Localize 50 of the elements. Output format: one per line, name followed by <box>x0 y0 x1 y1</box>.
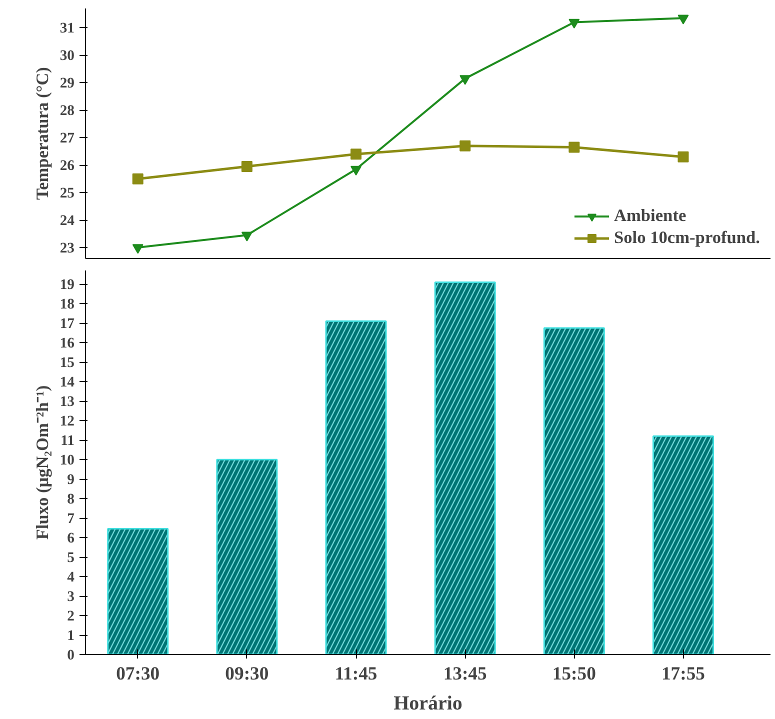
y-tick-label: 0 <box>67 648 74 664</box>
legend-label: Solo 10cm-profund. <box>614 228 760 248</box>
y-tick-label: 9 <box>67 472 74 488</box>
point <box>132 173 144 184</box>
y-tick-label: 12 <box>60 414 74 430</box>
y-axis-title: Fluxo (μgN₂Om⁻²h⁻¹) <box>32 385 52 540</box>
y-tick-label: 29 <box>60 76 74 92</box>
y-tick-label: 7 <box>67 511 74 528</box>
x-tick-label: 13:45 <box>443 664 487 684</box>
y-tick-label: 11 <box>60 433 75 450</box>
y-tick-label: 6 <box>67 530 74 547</box>
point <box>350 166 362 176</box>
y-tick-label: 10 <box>60 452 74 469</box>
y-tick-label: 23 <box>60 240 74 257</box>
x-tick-label: 15:50 <box>552 664 596 684</box>
y-tick-label: 8 <box>67 492 74 508</box>
x-tick-label: 11:45 <box>334 664 378 684</box>
x-tick-label: 07:30 <box>116 664 160 684</box>
point <box>460 140 471 152</box>
y-tick-label: 25 <box>60 186 74 202</box>
y-tick-label: 26 <box>60 158 74 174</box>
y-tick-label: 18 <box>60 296 74 313</box>
y-tick-label: 1 <box>67 628 74 644</box>
y-tick-label: 30 <box>60 48 74 64</box>
point <box>678 151 689 162</box>
x-tick-label: 17:55 <box>661 664 706 684</box>
y-tick-label: 3 <box>67 589 74 606</box>
point <box>678 14 689 24</box>
point <box>350 148 362 160</box>
y-tick-label: 4 <box>67 570 76 586</box>
point <box>460 75 471 85</box>
y-tick-label: 16 <box>60 336 74 352</box>
y-tick-label: 27 <box>60 130 74 147</box>
point <box>568 18 580 29</box>
point <box>241 160 252 172</box>
x-axis-title: Horário <box>394 692 462 714</box>
legend-label: Ambiente <box>614 206 686 226</box>
y-tick-label: 31 <box>60 20 74 37</box>
y-tick-label: 15 <box>60 355 74 372</box>
x-tick-label: 09:30 <box>225 664 269 684</box>
y-tick-label: 5 <box>67 550 74 566</box>
y-tick-label: 24 <box>60 213 76 230</box>
y-axis-title: Temperatura (°C) <box>32 66 52 200</box>
y-tick-label: 2 <box>67 608 74 625</box>
y-tick-label: 19 <box>60 277 74 294</box>
y-tick-label: 28 <box>60 103 74 120</box>
y-tick-label: 17 <box>60 316 74 332</box>
point <box>568 142 580 153</box>
y-tick-label: 14 <box>60 374 76 391</box>
y-tick-label: 13 <box>60 394 74 410</box>
